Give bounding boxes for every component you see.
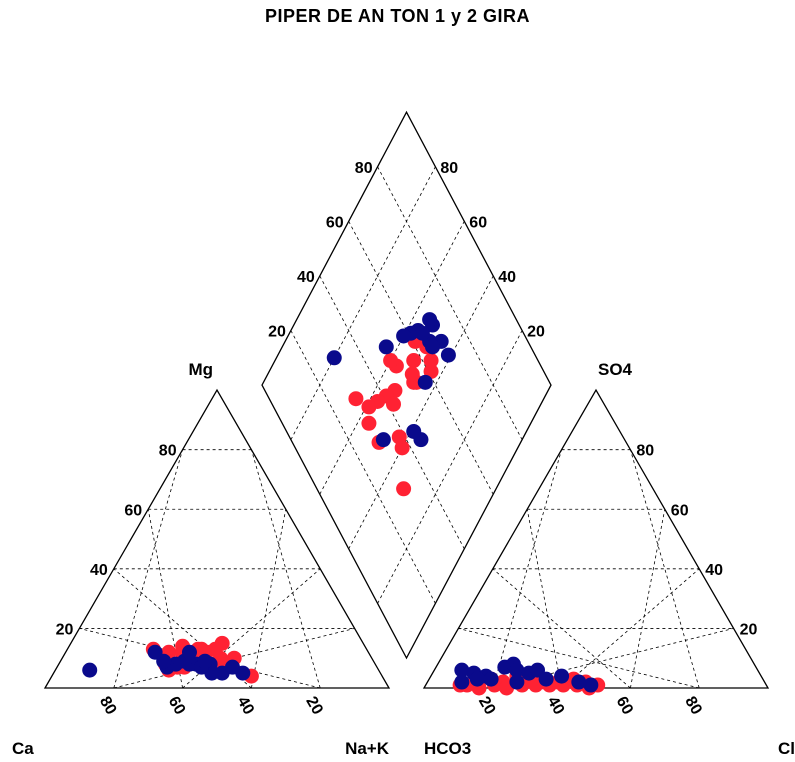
anion-so4-tick: 40 — [705, 562, 723, 579]
diamond-left-tick: 40 — [297, 269, 315, 286]
diamond-point — [383, 353, 399, 369]
corner-label-mg: Mg — [188, 360, 213, 379]
anion-grid-l-2 — [561, 568, 700, 689]
anion-so4-tick: 20 — [740, 621, 758, 638]
diamond-point — [406, 353, 422, 369]
diamond-point — [404, 366, 420, 382]
cation-bottom-tick: 80 — [96, 694, 120, 718]
anion-point — [554, 668, 570, 684]
anion-point — [509, 674, 525, 690]
diamond-point — [396, 481, 412, 497]
anion-grid-r-4 — [458, 628, 700, 689]
cation-bottom-tick: 40 — [233, 694, 257, 718]
anion-grid-l-4 — [630, 449, 700, 689]
diamond-point — [394, 440, 410, 456]
cation-grid-l-1 — [113, 628, 355, 689]
corner-label-so4: SO4 — [598, 360, 633, 379]
diamond-point — [326, 350, 342, 366]
diamond-point — [396, 328, 412, 344]
diamond-point — [423, 353, 439, 369]
anion-point — [571, 674, 587, 690]
data-points — [82, 312, 606, 696]
diamond-point — [375, 432, 391, 448]
anion-so4-tick: 60 — [671, 502, 689, 519]
chart-title: PIPER DE AN TON 1 y 2 GIRA — [264, 6, 531, 26]
cation-point — [197, 653, 213, 669]
diamond-grid-a-2 — [319, 275, 465, 550]
corner-label-nak: Na+K — [345, 739, 390, 758]
diamond-right-tick: 60 — [469, 214, 487, 231]
anion-grid-r-3 — [492, 568, 631, 689]
diamond-point — [414, 325, 430, 341]
anion-point — [538, 671, 554, 687]
anion-bottom-tick: 80 — [681, 694, 705, 718]
diamond-point — [348, 391, 364, 407]
cation-grid-r-1 — [113, 449, 183, 689]
cation-mg-tick: 80 — [159, 443, 177, 460]
cation-grid-r-4 — [79, 628, 321, 689]
diamond-point — [378, 339, 394, 355]
diamond-point — [417, 374, 433, 390]
grid-lines — [79, 166, 734, 689]
diamond-point — [385, 396, 401, 412]
diamond — [261, 110, 552, 660]
cation-grid-l-4 — [251, 449, 321, 689]
anion-grid-r-1 — [492, 449, 562, 689]
diamond-grid-a-3 — [348, 221, 494, 495]
diamond-point — [440, 347, 456, 363]
diamond-right-tick: 40 — [498, 269, 516, 286]
tick-labels: 20 40 60 80 80 60 40 20 20 40 60 80 20 40 60 80 20 40 60 80… — [56, 160, 758, 718]
anion-point — [454, 674, 470, 690]
cation-bottom-tick: 60 — [165, 694, 189, 718]
anion-point — [454, 662, 470, 678]
anion-point — [509, 662, 525, 678]
diamond-point — [406, 423, 422, 439]
diagram-frames — [43, 110, 770, 689]
diamond-grid-a-4 — [377, 166, 523, 440]
anion-grid-l-1 — [492, 628, 734, 689]
diamond-left-tick: 60 — [326, 214, 344, 231]
diamond-point — [425, 339, 441, 355]
anion-point — [483, 671, 499, 687]
anion-point — [469, 671, 485, 687]
diamond-point — [361, 415, 377, 431]
cation-grid-l-3 — [251, 509, 287, 689]
cation-triangle — [43, 388, 391, 689]
anion-grid-r-2 — [526, 509, 562, 689]
corner-label-hco3: HCO3 — [424, 739, 471, 758]
anion-bottom-tick: 40 — [544, 694, 568, 718]
diamond-point — [361, 399, 377, 415]
corner-labels: Mg Ca Na+K SO4 HCO3 Cl — [12, 360, 795, 758]
cation-point — [147, 644, 163, 660]
diamond-right-tick: 20 — [527, 324, 545, 341]
anion-so4-tick: 80 — [636, 443, 654, 460]
diamond-point — [422, 312, 438, 328]
cation-mg-tick: 60 — [124, 502, 142, 519]
cation-mg-tick: 20 — [56, 621, 74, 638]
anion-triangle — [422, 388, 770, 689]
cation-point — [224, 659, 240, 675]
corner-label-ca: Ca — [12, 739, 34, 758]
cation-point — [82, 662, 98, 678]
diamond-left-tick: 80 — [355, 160, 373, 177]
diamond-right-tick: 80 — [440, 160, 458, 177]
anion-grid-l-3 — [630, 509, 666, 689]
anion-bottom-tick: 60 — [612, 694, 636, 718]
diamond-left-tick: 20 — [268, 324, 286, 341]
corner-label-cl: Cl — [778, 739, 795, 758]
cation-mg-tick: 40 — [90, 562, 108, 579]
anion-bottom-tick: 20 — [475, 694, 499, 718]
cation-point — [181, 644, 197, 660]
cation-bottom-tick: 20 — [302, 694, 326, 718]
anion-point — [583, 677, 599, 693]
